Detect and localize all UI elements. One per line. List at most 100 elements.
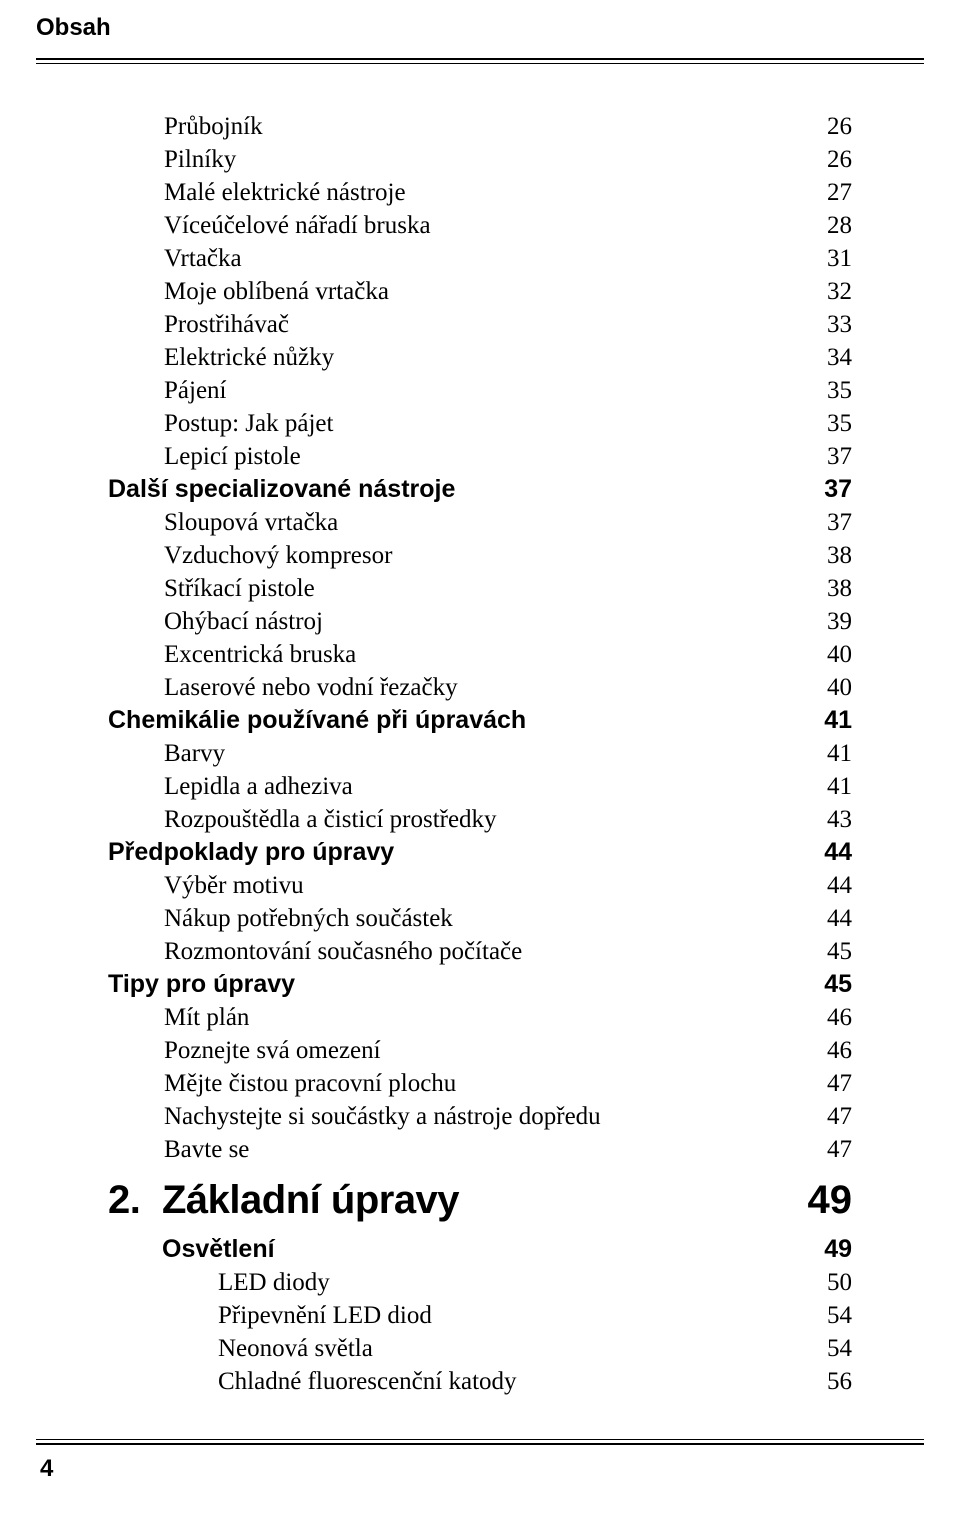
toc-chapter-label: 2.Základní úpravy [108, 1174, 459, 1227]
toc-row: Prostřihávač 33 [108, 308, 852, 341]
toc-row-label: Víceúčelové nářadí bruska [108, 209, 431, 242]
toc-row-page: 46 [827, 1034, 852, 1067]
toc-row: Mějte čistou pracovní plochu 47 [108, 1067, 852, 1100]
toc-chapter-row: 2.Základní úpravy 49 [108, 1174, 852, 1227]
toc-row-page: 45 [824, 968, 852, 1001]
toc-row-page: 38 [827, 572, 852, 605]
toc-row-label: Ohýbací nástroj [108, 605, 323, 638]
toc-row-page: 40 [827, 671, 852, 704]
toc-row-page: 45 [827, 935, 852, 968]
toc-row: Ohýbací nástroj 39 [108, 605, 852, 638]
toc-row: Excentrická bruska 40 [108, 638, 852, 671]
toc-row: Rozmontování současného počítače 45 [108, 935, 852, 968]
toc-row-label: Výběr motivu [108, 869, 304, 902]
toc-row-page: 35 [827, 407, 852, 440]
toc-row-label: Barvy [108, 737, 225, 770]
toc-row: Mít plán 46 [108, 1001, 852, 1034]
toc-row-label: Mějte čistou pracovní plochu [108, 1067, 456, 1100]
toc-row: Předpoklady pro úpravy44 [108, 836, 852, 869]
toc-row: Lepicí pistole 37 [108, 440, 852, 473]
footer-page-number: 4 [40, 1455, 53, 1483]
toc-row-label: Elektrické nůžky [108, 341, 334, 374]
toc-row-page: 40 [827, 638, 852, 671]
toc-row: Pájení 35 [108, 374, 852, 407]
toc-row: Připevnění LED diod54 [108, 1299, 852, 1332]
toc-row: Víceúčelové nářadí bruska28 [108, 209, 852, 242]
toc-row: Stříkací pistole 38 [108, 572, 852, 605]
toc-row-label: Moje oblíbená vrtačka [108, 275, 389, 308]
toc-row-label: Poznejte svá omezení [108, 1034, 381, 1067]
toc-row-label: Bavte se [108, 1133, 249, 1166]
toc-row-page: 37 [827, 506, 852, 539]
toc-row-label: Neonová světla [108, 1332, 373, 1365]
toc-row-page: 49 [824, 1233, 852, 1266]
toc-row-page: 50 [827, 1266, 852, 1299]
toc-row-label: Rozmontování současného počítače [108, 935, 522, 968]
toc-row: Lepidla a adheziva 41 [108, 770, 852, 803]
toc-row-label: Připevnění LED diod [108, 1299, 432, 1332]
toc-row-label: Lepidla a adheziva [108, 770, 353, 803]
toc-row-page: 41 [827, 770, 852, 803]
toc-row-page: 32 [827, 275, 852, 308]
toc-row-label: Sloupová vrtačka [108, 506, 338, 539]
toc-row-label: Tipy pro úpravy [108, 968, 295, 1001]
page: Obsah Průbojník26Pilníky 26 Malé elektrick… [0, 0, 960, 1517]
toc-main-list: Průbojník26Pilníky 26 Malé elektrické nást… [108, 110, 852, 1166]
header-title: Obsah [36, 14, 960, 42]
toc-body: Průbojník26Pilníky 26 Malé elektrické nást… [0, 64, 960, 1408]
toc-row-page: 35 [827, 374, 852, 407]
toc-row: Rozpouštědla a čisticí prostředky43 [108, 803, 852, 836]
toc-row-label: Vzduchový kompresor [108, 539, 392, 572]
toc-row-label: Pilníky [108, 143, 236, 176]
toc-row-page: 47 [827, 1133, 852, 1166]
toc-row-page: 37 [827, 440, 852, 473]
toc-row-label: LED diody [108, 1266, 330, 1299]
toc-row-page: 34 [827, 341, 852, 374]
toc-row-label: Nachystejte si součástky a nástroje dopř… [108, 1100, 601, 1133]
toc-row: Barvy 41 [108, 737, 852, 770]
toc-row-page: 44 [827, 902, 852, 935]
toc-row: Postup: Jak pájet 35 [108, 407, 852, 440]
toc-row-page: 44 [824, 836, 852, 869]
toc-row-page: 43 [827, 803, 852, 836]
toc-row-label: Lepicí pistole [108, 440, 301, 473]
toc-row-page: 26 [827, 110, 852, 143]
toc-row-label: Osvětlení [108, 1233, 275, 1266]
toc-row: Laserové nebo vodní řezačky 40 [108, 671, 852, 704]
toc-row: Bavte se 47 [108, 1133, 852, 1166]
toc-row: Další specializované nástroje37 [108, 473, 852, 506]
toc-row-page: 27 [827, 176, 852, 209]
toc-row: Osvětlení 49 [108, 1233, 852, 1266]
toc-after-chapter-list: Osvětlení49LED diody50Připevnění LED dio… [108, 1233, 852, 1398]
toc-row-page: 44 [827, 869, 852, 902]
toc-row-label: Malé elektrické nástroje [108, 176, 406, 209]
toc-row: Neonová světla 54 [108, 1332, 852, 1365]
toc-row: Elektrické nůžky 34 [108, 341, 852, 374]
toc-row-label: Prostřihávač [108, 308, 289, 341]
toc-row-page: 41 [827, 737, 852, 770]
toc-chapter-title: Základní úpravy [162, 1178, 459, 1222]
toc-row-page: 46 [827, 1001, 852, 1034]
toc-chapter-page: 49 [808, 1174, 853, 1227]
toc-row: Průbojník26 [108, 110, 852, 143]
toc-row: Nákup potřebných součástek44 [108, 902, 852, 935]
toc-row-label: Stříkací pistole [108, 572, 315, 605]
toc-row-label: Laserové nebo vodní řezačky [108, 671, 458, 704]
toc-row: Poznejte svá omezení 46 [108, 1034, 852, 1067]
toc-row: LED diody 50 [108, 1266, 852, 1299]
toc-row-page: 54 [827, 1332, 852, 1365]
toc-row-label: Excentrická bruska [108, 638, 356, 671]
toc-row: Moje oblíbená vrtačka 32 [108, 275, 852, 308]
toc-row: Vzduchový kompresor 38 [108, 539, 852, 572]
toc-row-page: 41 [824, 704, 852, 737]
toc-row-page: 38 [827, 539, 852, 572]
toc-row: Výběr motivu 44 [108, 869, 852, 902]
toc-row-label: Pájení [108, 374, 227, 407]
footer-rule [36, 1439, 924, 1445]
toc-row-page: 33 [827, 308, 852, 341]
toc-row-label: Mít plán [108, 1001, 249, 1034]
toc-row-label: Postup: Jak pájet [108, 407, 333, 440]
toc-row-page: 47 [827, 1067, 852, 1100]
toc-row-page: 39 [827, 605, 852, 638]
toc-row: Malé elektrické nástroje 27 [108, 176, 852, 209]
